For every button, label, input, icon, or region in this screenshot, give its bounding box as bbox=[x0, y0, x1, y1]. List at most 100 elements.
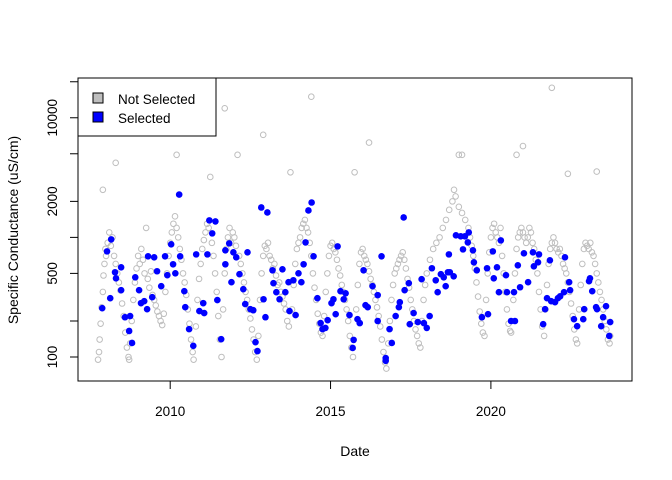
selected-point bbox=[330, 295, 337, 303]
not-selected-point bbox=[202, 229, 209, 236]
selected-point bbox=[282, 288, 289, 296]
not-selected-point bbox=[179, 270, 187, 277]
not-selected-point bbox=[449, 198, 456, 205]
selected-point bbox=[98, 304, 106, 312]
selected-point bbox=[378, 252, 385, 260]
not-selected-point bbox=[332, 249, 339, 256]
not-selected-point bbox=[445, 206, 453, 214]
selected-point bbox=[489, 248, 497, 255]
selected-point bbox=[176, 252, 184, 260]
not-selected-point bbox=[469, 252, 477, 260]
selected-point bbox=[483, 264, 491, 272]
not-selected-point bbox=[221, 270, 229, 277]
selected-point bbox=[279, 265, 286, 273]
not-selected-point bbox=[360, 252, 368, 260]
legend-swatch-selected bbox=[92, 111, 104, 123]
selected-point bbox=[260, 295, 267, 303]
selected-point bbox=[459, 246, 467, 253]
not-selected-point bbox=[224, 234, 232, 241]
not-selected-point bbox=[194, 296, 201, 304]
selected-point bbox=[369, 282, 376, 290]
selected-point bbox=[264, 209, 271, 216]
selected-point bbox=[374, 317, 381, 325]
selected-point bbox=[206, 217, 213, 224]
not-selected-point bbox=[264, 239, 272, 247]
selected-point bbox=[334, 243, 341, 250]
selected-point bbox=[495, 288, 503, 296]
not-selected-point bbox=[362, 256, 370, 264]
not-selected-point bbox=[136, 260, 144, 268]
not-selected-point bbox=[498, 252, 506, 260]
selected-point bbox=[208, 230, 216, 237]
selected-point bbox=[302, 239, 309, 246]
not-selected-point bbox=[417, 344, 424, 351]
selected-point bbox=[356, 319, 364, 327]
not-selected-point bbox=[328, 239, 336, 247]
selected-point bbox=[539, 320, 547, 328]
not-selected-point bbox=[255, 332, 262, 340]
not-selected-point bbox=[413, 332, 421, 340]
not-selected-point bbox=[562, 270, 570, 277]
selected-point bbox=[252, 338, 259, 346]
selected-point bbox=[432, 276, 440, 284]
not-selected-point bbox=[142, 224, 150, 232]
selected-point bbox=[214, 296, 221, 304]
selected-point bbox=[181, 287, 188, 295]
not-selected-point bbox=[311, 284, 318, 291]
not-selected-point bbox=[336, 272, 344, 279]
selected-point bbox=[470, 258, 478, 266]
selected-point bbox=[148, 293, 156, 301]
selected-point bbox=[121, 313, 129, 321]
not-selected-point bbox=[543, 281, 551, 289]
not-selected-point bbox=[271, 260, 278, 268]
not-selected-point bbox=[247, 315, 254, 322]
selected-point bbox=[107, 236, 115, 243]
not-selected-point bbox=[259, 252, 267, 260]
selected-point bbox=[157, 282, 165, 290]
selected-point bbox=[222, 260, 229, 268]
not-selected-point bbox=[105, 229, 113, 236]
selected-point bbox=[395, 303, 403, 311]
not-selected-point bbox=[455, 151, 463, 159]
selected-point bbox=[125, 327, 133, 335]
not-selected-point bbox=[301, 216, 309, 224]
x-tick-label: 2010 bbox=[155, 404, 185, 419]
not-selected-point bbox=[147, 268, 155, 275]
selected-point bbox=[300, 260, 307, 268]
not-selected-point bbox=[458, 209, 466, 217]
not-selected-point bbox=[110, 252, 118, 260]
legend-box bbox=[77, 77, 217, 137]
not-selected-point bbox=[481, 332, 488, 340]
selected-point bbox=[560, 288, 568, 296]
selected-point bbox=[465, 229, 473, 236]
selected-point bbox=[529, 249, 537, 256]
not-selected-point bbox=[344, 317, 352, 325]
selected-point bbox=[324, 316, 331, 324]
not-selected-point bbox=[176, 245, 184, 253]
not-selected-point bbox=[482, 296, 490, 304]
selected-point bbox=[126, 312, 134, 320]
selected-point bbox=[405, 279, 413, 287]
selected-point bbox=[106, 294, 114, 302]
not-selected-point bbox=[596, 288, 604, 296]
selected-point bbox=[541, 305, 549, 313]
not-selected-point bbox=[407, 296, 415, 304]
not-selected-point bbox=[559, 260, 567, 268]
selected-point bbox=[204, 251, 211, 258]
legend-label-not-selected: Not Selected bbox=[118, 92, 195, 107]
not-selected-point bbox=[162, 288, 169, 296]
not-selected-point bbox=[529, 239, 536, 247]
not-selected-point bbox=[426, 256, 434, 264]
not-selected-point bbox=[133, 265, 140, 272]
selected-point bbox=[103, 248, 111, 255]
not-selected-point bbox=[556, 245, 564, 253]
not-selected-point bbox=[577, 281, 584, 289]
legend-label-selected: Selected bbox=[118, 111, 171, 126]
selected-point bbox=[305, 207, 312, 214]
not-selected-point bbox=[158, 321, 166, 329]
selected-point bbox=[420, 319, 428, 327]
not-selected-point bbox=[527, 229, 535, 236]
selected-point bbox=[135, 286, 143, 294]
selected-point bbox=[111, 268, 119, 276]
not-selected-point bbox=[551, 239, 559, 247]
